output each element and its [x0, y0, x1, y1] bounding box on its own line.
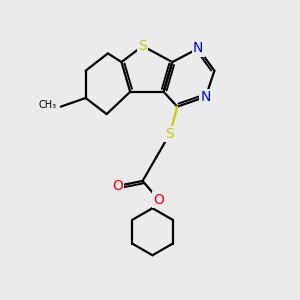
Text: O: O — [153, 193, 164, 206]
Text: O: O — [112, 179, 123, 193]
Text: N: N — [200, 90, 211, 104]
Text: CH₃: CH₃ — [39, 100, 57, 110]
Text: N: N — [193, 41, 203, 56]
Text: S: S — [138, 39, 147, 53]
Text: S: S — [165, 127, 174, 141]
